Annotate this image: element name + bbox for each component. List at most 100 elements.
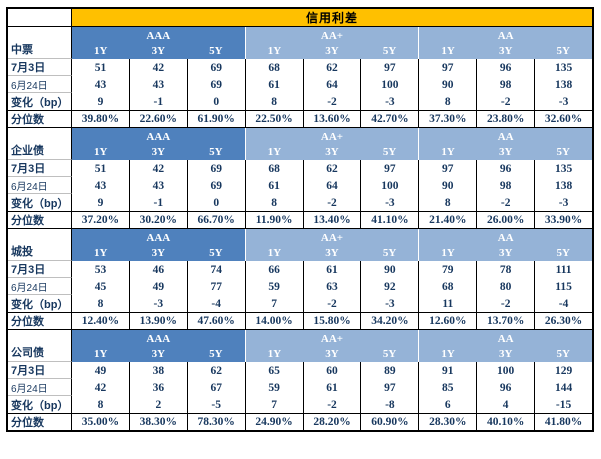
value-cell: 98: [476, 177, 534, 194]
value-cell: 51: [94, 61, 107, 74]
value-cell: 129: [534, 362, 592, 379]
tenor-label: 1Y: [441, 247, 455, 259]
percentile-cell: 13.40%: [302, 212, 361, 228]
value-cell: 80: [476, 278, 534, 295]
tenor-label: 3Y: [498, 348, 513, 360]
value-cell: 100: [360, 177, 418, 194]
section-header-row: 企业债 AAA 1Y 3Y 5Y AA+ 1Y 3Y 5Y AA 1Y 3Y 5Y: [8, 128, 593, 160]
rating-group-header: AAA 1Y 3Y 5Y: [72, 330, 245, 362]
row-date2: 6月24日 45 49 77 59 63 92 68 80 115: [8, 278, 592, 295]
value-cell: 38: [128, 362, 187, 379]
value-cell: 69: [186, 160, 245, 177]
value-cell: 135: [534, 160, 592, 177]
percentile-cell: 11.90%: [244, 212, 303, 228]
rating-label: AA: [497, 333, 514, 345]
row-change: 变化（bp） 9 -1 0 8 -2 -3 8 -2 -3: [8, 93, 592, 110]
value-cell: 64: [302, 177, 361, 194]
value-cell: 49: [94, 364, 107, 377]
rating-label: AA+: [320, 30, 344, 42]
value-cell: 69: [186, 76, 245, 93]
value-cell: 100: [360, 76, 418, 93]
value-cell: 97: [418, 160, 476, 177]
tenor-label: 1Y: [94, 247, 108, 259]
percentile-cell: 13.90%: [128, 313, 187, 329]
percentile-cell: 33.90%: [534, 212, 592, 228]
value-cell: 9: [97, 196, 104, 209]
tenor-label: 5Y: [556, 348, 570, 360]
table-sections: 中票 AAA 1Y 3Y 5Y AA+ 1Y 3Y 5Y AA 1Y 3Y 5Y 7月3日 51 42 69 68…: [8, 27, 593, 430]
value-cell: -1: [128, 194, 187, 211]
tenor-label: 5Y: [382, 146, 397, 158]
rating-label: AA+: [320, 333, 344, 345]
tenor-label: 5Y: [209, 247, 223, 259]
tenor-label: 5Y: [209, 45, 223, 57]
value-cell: 97: [360, 379, 418, 396]
value-cell: 43: [128, 177, 187, 194]
value-cell: 66: [244, 261, 303, 278]
row-label: 变化（bp）: [8, 194, 72, 211]
value-cell: -3: [128, 295, 187, 312]
tenor-label: 3Y: [498, 146, 513, 158]
credit-spread-table: 信用利差 中票 AAA 1Y 3Y 5Y AA+ 1Y 3Y 5Y AA 1Y 3Y 5Y 7月3日 51 4…: [6, 7, 594, 432]
value-cell: 97: [360, 160, 418, 177]
value-cell: 36: [128, 379, 187, 396]
rating-group-header: AA 1Y 3Y 5Y: [418, 330, 593, 362]
tenor-header-row: 1Y 3Y 5Y: [419, 348, 592, 362]
title-row: 信用利差: [8, 9, 592, 27]
tenor-label: 1Y: [267, 146, 282, 158]
row-label: 变化（bp）: [8, 295, 72, 312]
tenor-label: 1Y: [441, 146, 455, 158]
value-cell: 115: [534, 278, 592, 295]
percentile-cell: 39.80%: [81, 113, 120, 125]
row-change: 变化（bp） 8 2 -5 7 -2 -8 6 4 -15: [8, 396, 592, 413]
tenor-label: 5Y: [209, 348, 223, 360]
tenor-header-row: 1Y 3Y 5Y: [72, 247, 245, 261]
value-cell: 77: [186, 278, 245, 295]
rating-label: AA: [497, 30, 514, 42]
percentile-cell: 14.00%: [244, 313, 303, 329]
rating-group-header: AAA 1Y 3Y 5Y: [72, 27, 245, 59]
value-cell: 90: [418, 76, 476, 93]
row-label: 变化（bp）: [8, 93, 72, 110]
value-cell: 42: [94, 381, 107, 394]
tenor-label: 5Y: [556, 247, 570, 259]
value-cell: 46: [128, 261, 187, 278]
section-label: 中票: [8, 27, 72, 59]
tenor-label: 1Y: [441, 348, 455, 360]
value-cell: 8: [244, 93, 303, 110]
rating-label: AAA: [146, 30, 171, 42]
tenor-header-row: 1Y 3Y 5Y: [72, 45, 245, 59]
tenor-label: 1Y: [267, 247, 282, 259]
tenor-label: 1Y: [94, 45, 108, 57]
section-label: 公司债: [8, 330, 72, 362]
rating-group-header: AA+ 1Y 3Y 5Y: [244, 128, 419, 160]
table-section: 城投 AAA 1Y 3Y 5Y AA+ 1Y 3Y 5Y AA 1Y 3Y 5Y 7月3日 53 46 74 66…: [8, 229, 593, 330]
value-cell: 69: [186, 59, 245, 76]
percentile-cell: 28.30%: [418, 414, 476, 430]
value-cell: 61: [302, 261, 361, 278]
tenor-label: 3Y: [151, 348, 166, 360]
row-change: 变化（bp） 9 -1 0 8 -2 -3 8 -2 -3: [8, 194, 592, 211]
value-cell: -3: [534, 194, 592, 211]
tenor-label: 1Y: [94, 348, 108, 360]
percentile-cell: 23.80%: [476, 111, 534, 127]
rating-group-header: AA+ 1Y 3Y 5Y: [244, 330, 419, 362]
rating-label: AA: [497, 232, 514, 244]
value-cell: 4: [476, 396, 534, 413]
percentile-cell: 38.30%: [128, 414, 187, 430]
row-percentile: 分位数 39.80% 22.60% 61.90% 22.50% 13.60% 42.70% 3…: [8, 110, 592, 127]
value-cell: -2: [302, 295, 361, 312]
value-cell: 90: [418, 177, 476, 194]
value-cell: 61: [244, 177, 303, 194]
section-header-row: 城投 AAA 1Y 3Y 5Y AA+ 1Y 3Y 5Y AA 1Y 3Y 5Y: [8, 229, 593, 261]
value-cell: 7: [244, 396, 303, 413]
value-cell: -3: [534, 93, 592, 110]
value-cell: 63: [302, 278, 361, 295]
value-cell: 65: [244, 362, 303, 379]
tenor-label: 5Y: [382, 45, 397, 57]
percentile-cell: 66.70%: [186, 212, 245, 228]
value-cell: 8: [97, 398, 104, 411]
tenor-label: 5Y: [382, 247, 397, 259]
row-date1: 7月3日 51 42 69 68 62 97 97 96 135: [8, 59, 592, 76]
value-cell: 78: [476, 261, 534, 278]
